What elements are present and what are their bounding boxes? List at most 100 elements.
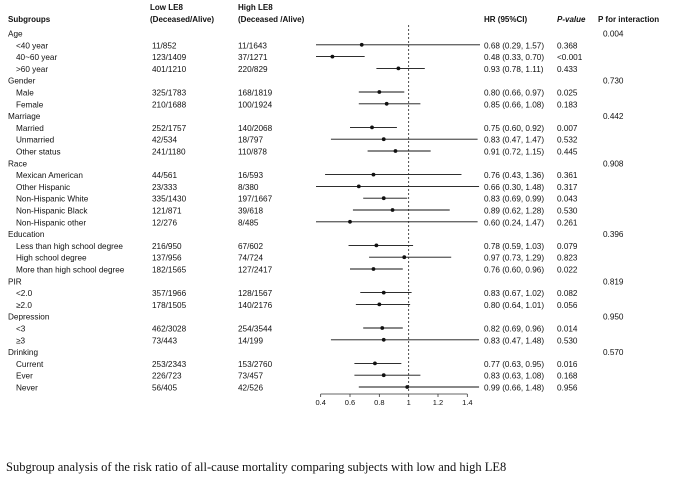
high-le8-count: 100/1924 (238, 100, 273, 109)
low-le8-count: 335/1430 (152, 195, 187, 204)
low-le8-count: 44/561 (152, 171, 177, 180)
subgroup-label: Other Hispanic (16, 183, 70, 192)
p-value: 0.261 (557, 218, 578, 227)
high-le8-count: 39/618 (238, 207, 263, 216)
hr-ci-text: 0.80 (0.66, 0.97) (484, 89, 544, 98)
high-le8-count: 67/602 (238, 242, 263, 251)
header-high-le8-sub: (Deceased /Alive) (238, 15, 305, 24)
header-high-le8: High LE8 (238, 3, 273, 12)
hr-point (377, 90, 382, 94)
header-p-value: P-value (557, 15, 586, 24)
hr-point (381, 137, 386, 142)
subgroup-label: Married (16, 124, 44, 133)
table-header: Subgroups Low LE8 (Deceased/Alive) High … (8, 3, 659, 24)
subgroup-label: <2.0 (16, 289, 33, 298)
low-le8-count: 178/1505 (152, 301, 187, 310)
hr-ci-text: 0.76 (0.60, 0.96) (484, 266, 544, 275)
subgroup-label: 40~60 year (16, 53, 57, 62)
p-interaction-value: 0.819 (603, 277, 624, 286)
p-value: 0.016 (557, 360, 578, 369)
subgroup-label: <40 year (16, 41, 48, 50)
forest-marks (316, 25, 480, 393)
p-value: 0.368 (557, 41, 578, 50)
group-label: Drinking (8, 348, 38, 357)
hr-ci-text: 0.60 (0.24, 1.47) (484, 218, 544, 227)
group-label: PIR (8, 277, 22, 286)
hr-point (381, 290, 386, 295)
subgroup-label: Mexican American (16, 171, 83, 180)
subgroup-label: Less than high school degree (16, 242, 123, 251)
hr-ci-text: 0.48 (0.33, 0.70) (484, 53, 544, 62)
p-value: 0.079 (557, 242, 578, 251)
header-hr: HR (95%CI) (484, 15, 527, 24)
header-subgroups: Subgroups (8, 15, 51, 24)
hr-point (381, 337, 386, 342)
p-value: 0.956 (557, 384, 578, 393)
hr-ci-text: 0.83 (0.67, 1.02) (484, 289, 544, 298)
subgroup-label: Male (16, 89, 34, 98)
low-le8-count: 357/1966 (152, 289, 187, 298)
hr-point (377, 302, 382, 307)
x-tick-label: 0.6 (345, 398, 355, 407)
high-le8-count: 110/878 (238, 148, 267, 157)
high-le8-count: 140/2176 (238, 301, 273, 310)
high-le8-count: 18/797 (238, 136, 263, 145)
hr-point (396, 66, 401, 71)
subgroup-label: Never (16, 384, 38, 393)
hr-point (348, 219, 352, 224)
hr-point (373, 361, 377, 366)
hr-ci-text: 0.83 (0.47, 1.47) (484, 136, 544, 145)
hr-ci-text: 0.82 (0.69, 0.96) (484, 325, 544, 334)
hr-ci-text: 0.80 (0.64, 1.01) (484, 301, 544, 310)
subgroup-label: Other status (16, 148, 61, 157)
forest-rows: Age 0.004 <40 year 11/852 11/1643 0.68 (0.29,… (8, 30, 624, 393)
low-le8-count: 226/723 (152, 372, 182, 381)
subgroup-label: Female (16, 100, 44, 109)
p-value: 0.043 (557, 195, 578, 204)
hr-point (381, 196, 386, 201)
high-le8-count: 153/2760 (238, 360, 273, 369)
low-le8-count: 73/443 (152, 336, 177, 345)
p-value: 0.530 (557, 336, 578, 345)
hr-point (330, 54, 335, 59)
hr-ci-text: 0.78 (0.59, 1.03) (484, 242, 544, 251)
high-le8-count: 37/1271 (238, 53, 268, 62)
low-le8-count: 325/1783 (152, 89, 187, 98)
low-le8-count: 56/405 (152, 384, 177, 393)
low-le8-count: 42/534 (152, 136, 177, 145)
low-le8-count: 121/871 (152, 207, 182, 216)
subgroup-label: Non-Hispanic Black (16, 207, 88, 216)
p-value: 0.168 (557, 372, 578, 381)
subgroup-label: Current (16, 360, 44, 369)
high-le8-count: 16/593 (238, 171, 263, 180)
low-le8-count: 137/956 (152, 254, 182, 263)
x-tick-label: 0.4 (315, 398, 325, 407)
high-le8-count: 127/2417 (238, 266, 273, 275)
subgroup-label: Unmarried (16, 136, 55, 145)
hr-ci-text: 0.97 (0.73, 1.29) (484, 254, 544, 263)
hr-point (371, 267, 376, 271)
hr-ci-text: 0.85 (0.66, 1.08) (484, 100, 544, 109)
hr-ci-text: 0.83 (0.69, 0.99) (484, 195, 544, 204)
low-le8-count: 462/3028 (152, 325, 187, 334)
high-le8-count: 254/3544 (238, 325, 273, 334)
group-label: Marriage (8, 112, 41, 121)
hr-ci-text: 0.89 (0.62, 1.28) (484, 207, 544, 216)
high-le8-count: 42/526 (238, 384, 263, 393)
hr-point (390, 208, 395, 212)
x-tick-label: 1.2 (433, 398, 443, 407)
low-le8-count: 401/1210 (152, 65, 187, 74)
subgroup-label: Non-Hispanic other (16, 218, 86, 227)
header-p-interaction: P for interaction (598, 15, 659, 24)
x-tick-label: 1.4 (462, 398, 472, 407)
subgroup-label: <3 (16, 325, 26, 334)
p-interaction-value: 0.442 (603, 112, 624, 121)
subgroup-label: ≥2.0 (16, 301, 32, 310)
p-value: 0.014 (557, 325, 578, 334)
p-value: 0.445 (557, 148, 578, 157)
p-interaction-value: 0.004 (603, 30, 624, 39)
p-interaction-value: 0.730 (603, 77, 624, 86)
p-value: 0.183 (557, 100, 578, 109)
high-le8-count: 197/1667 (238, 195, 273, 204)
high-le8-count: 73/457 (238, 372, 263, 381)
